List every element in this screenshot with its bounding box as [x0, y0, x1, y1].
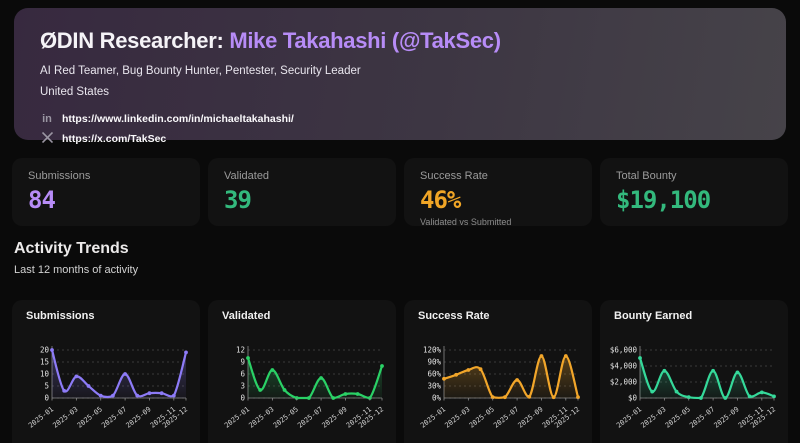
svg-text:2025-05: 2025-05: [272, 405, 300, 429]
stat-card-submissions: Submissions 84: [12, 158, 200, 226]
stat-value: 46%: [420, 186, 461, 214]
svg-text:2025-05: 2025-05: [76, 405, 104, 429]
social-links: in https://www.linkedin.com/in/michaelta…: [40, 109, 760, 149]
svg-text:30%: 30%: [427, 382, 441, 391]
svg-text:$0: $0: [628, 394, 638, 403]
activity-trends-subtitle: Last 12 months of activity: [14, 264, 139, 276]
chart-title: Validated: [222, 310, 271, 322]
stat-label: Submissions: [28, 170, 91, 182]
svg-text:2025-09: 2025-09: [125, 405, 153, 429]
stat-value: 39: [224, 186, 252, 214]
svg-text:2025-05: 2025-05: [468, 405, 496, 429]
svg-text:5: 5: [44, 382, 49, 391]
svg-text:2025-05: 2025-05: [664, 405, 692, 429]
svg-text:$4,000: $4,000: [610, 362, 637, 371]
svg-text:2025-07: 2025-07: [296, 405, 324, 429]
chart-card-bounty-earned: Bounty Earned $0 $2,000 $4,000 $6,000 2025-0…: [600, 300, 788, 443]
svg-text:12: 12: [236, 346, 245, 355]
svg-text:6: 6: [240, 370, 245, 379]
charts-row: Submissions 0 5 10 15 20 2025-01 2025-03 2025-0…: [12, 300, 788, 443]
svg-text:$2,000: $2,000: [610, 378, 637, 387]
stat-label: Total Bounty: [616, 170, 677, 182]
researcher-profile-card: ØDIN Researcher: Mike Takahashi (@TakSec…: [14, 8, 786, 145]
chart-card-success-rate: Success Rate 0% 30% 60% 90% 120% 2025-01 2025-…: [404, 300, 592, 443]
svg-text:2025-01: 2025-01: [615, 405, 643, 429]
page-title: ØDIN Researcher: Mike Takahashi (@TakSec…: [40, 28, 760, 54]
researcher-location: United States: [40, 86, 110, 98]
svg-text:2025-03: 2025-03: [247, 405, 275, 429]
svg-text:2025-03: 2025-03: [443, 405, 471, 429]
stat-value: 84: [28, 186, 56, 214]
svg-text:120%: 120%: [423, 346, 442, 355]
success-rate-line-chart: 0%30%60%90%120%2025-012025-032025-052025…: [419, 346, 581, 430]
chart-card-validated: Validated 0 3 6 9 12 2025-01 2025-03 2025-05 202…: [208, 300, 396, 443]
svg-text:10: 10: [40, 370, 50, 379]
svg-text:2025-07: 2025-07: [492, 405, 520, 429]
x-icon: [40, 131, 54, 146]
svg-text:2025-07: 2025-07: [100, 405, 128, 429]
chart-title: Submissions: [26, 310, 95, 322]
x-link[interactable]: https://x.com/TakSec: [40, 129, 760, 149]
svg-text:15: 15: [40, 358, 49, 367]
svg-text:2025-01: 2025-01: [419, 405, 447, 429]
researcher-name: Mike Takahashi (@TakSec): [229, 28, 501, 53]
svg-text:2025-07: 2025-07: [688, 405, 716, 429]
linkedin-link[interactable]: in https://www.linkedin.com/in/michaelta…: [40, 109, 760, 129]
stats-row: Submissions 84 Validated 39 Success Rate…: [12, 158, 788, 227]
researcher-bio: AI Red Teamer, Bug Bounty Hunter, Pentes…: [40, 65, 361, 77]
svg-text:20: 20: [40, 346, 50, 355]
stat-value: $19,100: [616, 186, 711, 214]
stat-card-total-bounty: Total Bounty $19,100: [600, 158, 788, 226]
stat-note: Validated vs Submitted: [420, 217, 512, 227]
svg-text:2025-09: 2025-09: [713, 405, 741, 429]
svg-text:2025-03: 2025-03: [639, 405, 667, 429]
svg-text:60%: 60%: [427, 370, 441, 379]
svg-text:2025-01: 2025-01: [223, 405, 251, 429]
svg-text:90%: 90%: [427, 358, 441, 367]
stat-card-success-rate: Success Rate 46% Validated vs Submitted: [404, 158, 592, 227]
chart-title: Success Rate: [418, 310, 490, 322]
stat-label: Success Rate: [420, 170, 488, 182]
stat-card-validated: Validated 39: [208, 158, 396, 226]
chart-card-submissions: Submissions 0 5 10 15 20 2025-01 2025-03 2025-0…: [12, 300, 200, 443]
validated-line-chart: 0 3 6 9 12 2025-012025-032025-052025-072025-0…: [223, 346, 385, 430]
submissions-line-chart: 0 5 10 15 20 2025-012025-032025-052025-072025…: [27, 346, 189, 430]
svg-text:0: 0: [44, 394, 49, 403]
svg-text:3: 3: [240, 382, 245, 391]
bounty-earned-line-chart: $0$2,000$4,000$6,0002025-012025-032025-0…: [610, 346, 777, 430]
x-url[interactable]: https://x.com/TakSec: [62, 133, 167, 145]
svg-text:0: 0: [240, 394, 245, 403]
svg-text:2025-03: 2025-03: [51, 405, 79, 429]
svg-text:2025-01: 2025-01: [27, 405, 55, 429]
svg-text:9: 9: [240, 358, 245, 367]
svg-text:$6,000: $6,000: [610, 346, 637, 355]
chart-title: Bounty Earned: [614, 310, 693, 322]
stat-label: Validated: [224, 170, 270, 182]
linkedin-icon: in: [42, 113, 52, 125]
svg-text:2025-09: 2025-09: [321, 405, 349, 429]
activity-trends-title: Activity Trends: [14, 240, 129, 257]
svg-text:2025-09: 2025-09: [517, 405, 545, 429]
svg-text:0%: 0%: [432, 394, 442, 403]
title-prefix: ØDIN Researcher:: [40, 28, 224, 53]
linkedin-url[interactable]: https://www.linkedin.com/in/michaeltakah…: [62, 113, 294, 125]
